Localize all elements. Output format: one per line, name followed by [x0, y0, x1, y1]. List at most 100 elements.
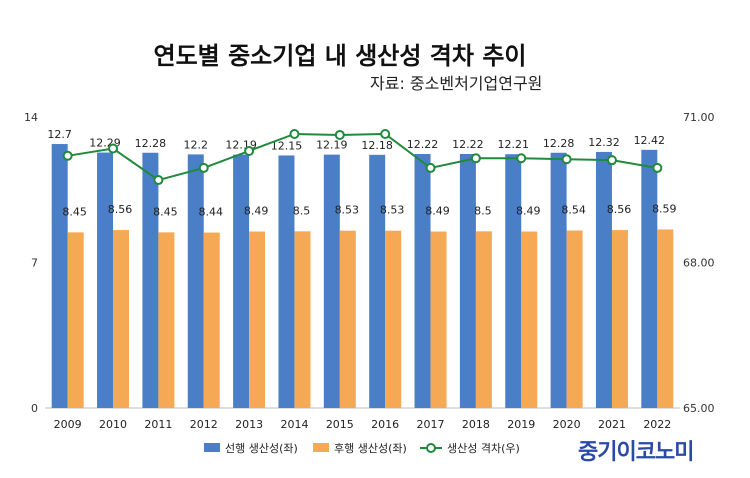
bar-leading	[233, 154, 250, 408]
x-tick-label: 2021	[598, 418, 626, 431]
data-label-leading: 12.32	[588, 136, 620, 149]
point-gap	[153, 175, 164, 186]
point-gap	[425, 162, 436, 173]
data-label-lagging: 8.56	[108, 203, 133, 216]
x-tick-label: 2018	[462, 418, 490, 431]
data-label-lagging: 8.54	[561, 203, 586, 216]
bar-leading	[414, 153, 431, 408]
bar-lagging	[385, 230, 402, 408]
data-label-leading: 12.42	[634, 134, 666, 147]
point-gap	[606, 155, 617, 166]
data-label-lagging: 8.5	[474, 204, 492, 217]
legend-swatch-lagging	[313, 443, 329, 452]
x-tick-label: 2022	[643, 418, 671, 431]
y-left-tick-label: 7	[31, 257, 38, 270]
data-label-lagging: 8.44	[199, 206, 224, 219]
y-left-tick-label: 0	[31, 402, 38, 415]
bar-lagging	[430, 231, 447, 408]
x-tick-label: 2012	[190, 418, 218, 431]
bar-leading	[97, 152, 114, 408]
data-label-leading: 12.22	[407, 138, 439, 151]
x-tick-label: 2020	[553, 418, 581, 431]
point-gap	[334, 129, 345, 140]
bar-leading	[459, 153, 476, 408]
y-right-tick-label: 71.00	[683, 111, 715, 124]
bar-lagging	[566, 230, 583, 408]
bar-lagging	[521, 231, 538, 408]
point-gap	[516, 153, 527, 164]
line-gap-series	[67, 132, 658, 182]
x-tick-label: 2013	[235, 418, 263, 431]
data-label-leading: 12.7	[47, 128, 72, 141]
data-label-lagging: 8.5	[293, 204, 311, 217]
y-left-tick-label: 14	[24, 111, 38, 124]
bar-lagging	[158, 232, 175, 408]
point-gap	[244, 145, 255, 156]
legend-swatch-gap-marker	[426, 443, 436, 453]
point-gap	[289, 128, 300, 139]
x-tick-label: 2019	[507, 418, 535, 431]
x-tick-label: 2017	[417, 418, 445, 431]
point-gap	[652, 162, 663, 173]
legend-label-leading: 선행 생산성(좌)	[225, 442, 298, 455]
data-label-lagging: 8.59	[652, 202, 677, 215]
bar-lagging	[339, 230, 356, 408]
point-gap	[198, 162, 209, 173]
legend-label-gap: 생산성 격차(우)	[447, 442, 520, 455]
data-label-leading: 12.18	[361, 139, 393, 152]
bar-leading	[369, 154, 386, 408]
data-label-lagging: 8.49	[425, 205, 450, 218]
chart-title: 연도별 중소기업 내 생산성 격차 추이	[153, 42, 527, 70]
x-tick-label: 2015	[326, 418, 354, 431]
bar-lagging	[294, 231, 311, 408]
bar-lagging	[113, 230, 130, 408]
data-label-leading: 12.21	[498, 138, 530, 151]
bar-leading	[187, 154, 204, 408]
point-gap	[470, 153, 481, 164]
publisher-logo: 중기이코노미	[578, 440, 694, 465]
bar-lagging	[67, 232, 84, 408]
point-gap	[561, 154, 572, 165]
x-tick-label: 2016	[371, 418, 399, 431]
point-gap	[380, 128, 391, 139]
bar-leading	[595, 151, 612, 409]
bar-lagging	[611, 230, 628, 408]
bar-leading	[323, 154, 340, 408]
x-tick-label: 2011	[144, 418, 172, 431]
y-right-tick-label: 65.00	[683, 402, 715, 415]
bar-leading	[142, 152, 159, 408]
bar-leading	[550, 152, 567, 408]
data-label-lagging: 8.45	[62, 205, 87, 218]
bar-leading	[641, 149, 658, 408]
bar-leading	[505, 154, 522, 408]
bar-lagging	[475, 231, 492, 408]
bar-leading	[51, 144, 68, 408]
x-tick-label: 2014	[280, 418, 308, 431]
data-label-lagging: 8.53	[380, 204, 405, 217]
data-label-leading: 12.28	[135, 137, 167, 150]
data-label-leading: 12.2	[184, 138, 209, 151]
point-gap	[108, 143, 119, 154]
data-label-lagging: 8.53	[335, 204, 360, 217]
data-label-leading: 12.15	[271, 139, 303, 152]
data-label-lagging: 8.49	[516, 205, 541, 218]
x-tick-label: 2009	[54, 418, 82, 431]
chart-source: 자료: 중소벤처기업연구원	[370, 74, 543, 93]
bar-leading	[278, 155, 295, 408]
data-label-lagging: 8.49	[244, 205, 269, 218]
bar-lagging	[203, 232, 220, 408]
bar-lagging	[249, 231, 266, 408]
x-tick-label: 2010	[99, 418, 127, 431]
legend-swatch-leading	[204, 443, 220, 452]
data-label-leading: 12.19	[316, 139, 348, 152]
data-label-leading: 12.22	[452, 138, 484, 151]
data-label-lagging: 8.45	[153, 205, 178, 218]
legend-label-lagging: 후행 생산성(좌)	[334, 442, 407, 455]
point-gap	[62, 150, 73, 161]
data-label-lagging: 8.56	[607, 203, 632, 216]
bar-lagging	[657, 229, 674, 408]
y-right-tick-label: 68.00	[683, 257, 715, 270]
data-label-leading: 12.28	[543, 137, 575, 150]
